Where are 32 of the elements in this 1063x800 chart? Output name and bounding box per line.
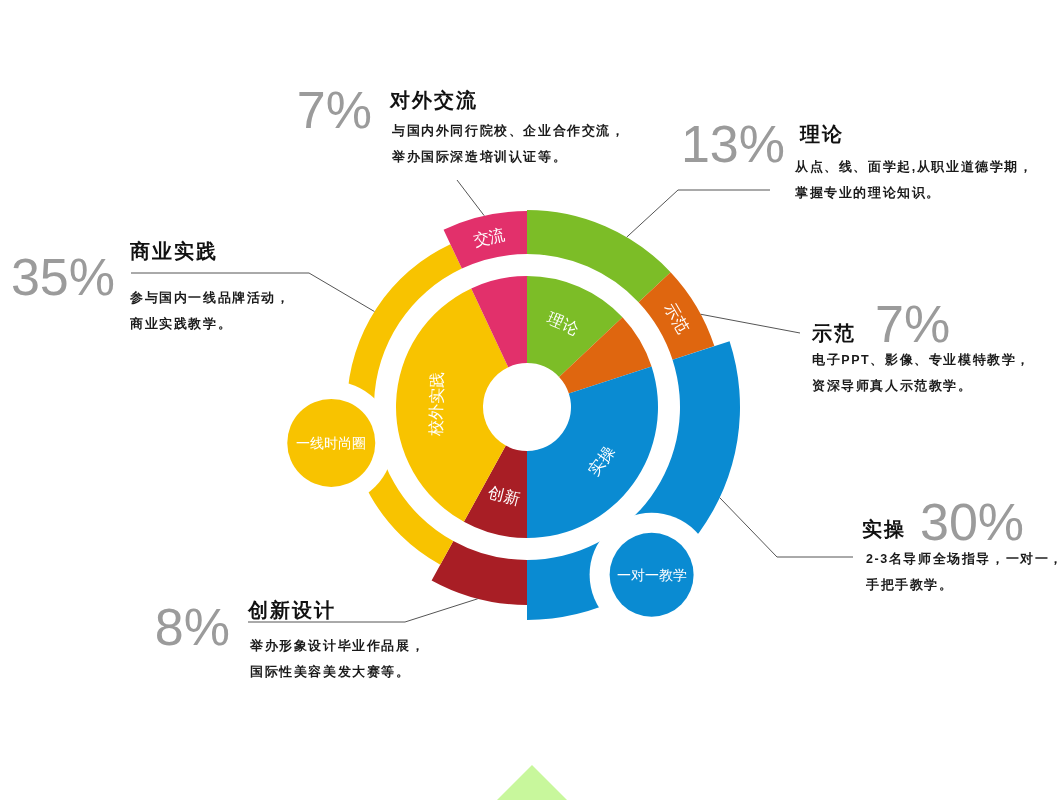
slice-label: 实操: [584, 442, 618, 479]
text: 示范: [811, 322, 856, 344]
slice-label: 校外实践: [426, 371, 446, 438]
text: 商业实践: [129, 240, 218, 262]
text: 国际性美容美发大赛等。: [250, 664, 411, 679]
text: 创新设计: [247, 599, 336, 621]
text: 手把手教学。: [865, 577, 954, 592]
slice-label: 示范: [662, 299, 694, 337]
text: 8%: [154, 598, 230, 656]
text: 举办形象设计毕业作品展，: [249, 638, 426, 653]
text: 与国内外同行院校、企业合作交流，: [391, 123, 626, 138]
text: 参与国内一线品牌活动，: [129, 290, 291, 305]
text: 7%: [875, 295, 951, 353]
text: 30%: [920, 493, 1025, 551]
text: 对外交流: [389, 89, 478, 111]
text: 实操: [862, 518, 906, 540]
text: 从点、线、面学起,从职业道德学期，: [794, 159, 1034, 174]
text: 掌握专业的理论知识。: [795, 185, 941, 200]
text: 举办国际深造培训认证等。: [391, 149, 568, 164]
text: 一对一教学: [616, 566, 687, 583]
text: 13%: [680, 115, 785, 173]
slice-label: 交流: [471, 224, 507, 249]
text: 2-3名导师全场指导，一对一，: [866, 552, 1063, 566]
text: 一线时尚圈: [296, 434, 367, 451]
text: 理论: [799, 123, 844, 145]
text: 35%: [10, 248, 115, 306]
text: 7%: [296, 81, 372, 139]
text: 商业实践教学。: [129, 316, 233, 331]
text: 电子PPT、影像、专业模特教学，: [812, 352, 1031, 367]
slice-label: 理论: [545, 308, 582, 338]
slice-label: 创新: [486, 483, 522, 508]
text: 资深导师真人示范教学。: [812, 379, 973, 393]
